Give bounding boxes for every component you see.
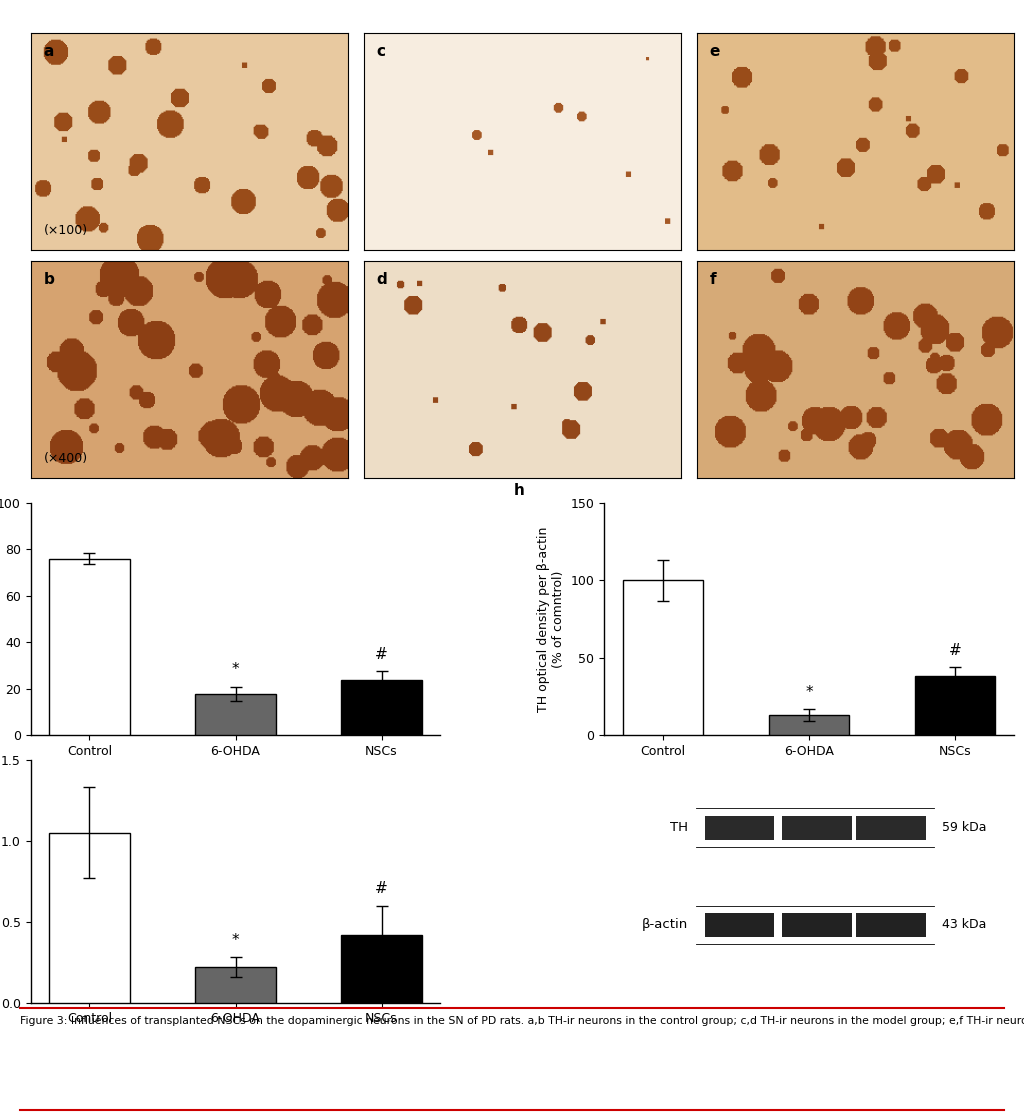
Text: (×100): (×100) [43, 224, 87, 237]
Text: *: * [231, 662, 240, 677]
Bar [623, 580, 703, 735]
Bar [341, 680, 422, 735]
Text: #: # [375, 881, 388, 896]
Bar [705, 912, 774, 937]
Text: Figure 3: Influences of transplanted NSCs on the dopaminergic neurons in the SN : Figure 3: Influences of transplanted NSC… [20, 1016, 1024, 1026]
Text: (×400): (×400) [43, 452, 87, 466]
Text: #: # [375, 647, 388, 662]
Bar [341, 935, 422, 1003]
Bar [856, 815, 926, 840]
Text: β-actin: β-actin [642, 918, 688, 931]
Text: #: # [948, 643, 962, 658]
Text: *: * [805, 685, 813, 700]
Bar [49, 558, 130, 735]
Text: TH: TH [670, 821, 688, 834]
Text: 43 kDa: 43 kDa [942, 918, 986, 931]
Bar [769, 715, 849, 735]
Text: 59 kDa: 59 kDa [942, 821, 986, 834]
Bar [782, 815, 852, 840]
Text: b: b [43, 272, 54, 287]
Bar [196, 694, 275, 735]
Y-axis label: TH optical density per β-actin
(% of comntrol): TH optical density per β-actin (% of com… [537, 527, 565, 712]
Bar [856, 912, 926, 937]
Bar [705, 815, 774, 840]
Bar [49, 833, 130, 1003]
Text: f: f [710, 272, 716, 287]
Text: *: * [231, 932, 240, 948]
Text: c: c [377, 45, 385, 59]
Bar [782, 912, 852, 937]
Text: h: h [514, 483, 525, 498]
Bar [914, 676, 995, 735]
Bar [196, 967, 275, 1003]
Text: d: d [377, 272, 387, 287]
Text: a: a [43, 45, 54, 59]
Text: e: e [710, 45, 720, 59]
